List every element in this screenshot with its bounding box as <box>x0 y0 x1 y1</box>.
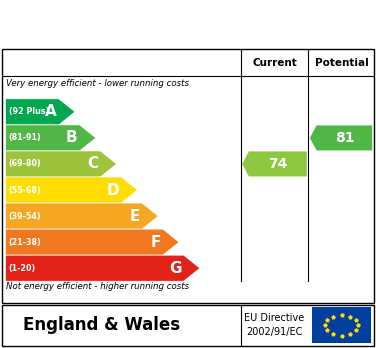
Text: G: G <box>169 261 182 276</box>
Polygon shape <box>310 125 372 150</box>
Polygon shape <box>6 177 138 203</box>
Text: 81: 81 <box>335 131 355 145</box>
Polygon shape <box>6 99 75 125</box>
Text: (55-68): (55-68) <box>9 185 41 195</box>
Polygon shape <box>6 125 96 151</box>
Text: D: D <box>107 182 119 198</box>
Text: F: F <box>150 235 161 250</box>
Text: (81-91): (81-91) <box>9 133 41 142</box>
Polygon shape <box>6 255 200 281</box>
Bar <box>312 307 371 343</box>
Text: Energy Efficiency Rating: Energy Efficiency Rating <box>15 16 262 34</box>
Text: 74: 74 <box>268 157 288 171</box>
Polygon shape <box>6 151 117 177</box>
Text: Not energy efficient - higher running costs: Not energy efficient - higher running co… <box>6 282 189 291</box>
Text: E: E <box>130 208 140 223</box>
Text: England & Wales: England & Wales <box>23 316 180 334</box>
Polygon shape <box>6 203 158 229</box>
Text: (21-38): (21-38) <box>9 238 41 247</box>
Text: B: B <box>66 130 78 145</box>
Text: Very energy efficient - lower running costs: Very energy efficient - lower running co… <box>6 79 189 88</box>
Text: (92 Plus): (92 Plus) <box>9 107 49 116</box>
Text: EU Directive
2002/91/EC: EU Directive 2002/91/EC <box>244 314 305 337</box>
Text: Current: Current <box>252 58 297 68</box>
Polygon shape <box>242 151 307 176</box>
Text: (1-20): (1-20) <box>9 264 36 273</box>
Text: (69-80): (69-80) <box>9 159 41 168</box>
Text: Potential: Potential <box>315 58 369 68</box>
Text: (39-54): (39-54) <box>9 212 41 221</box>
Polygon shape <box>6 229 179 255</box>
Text: C: C <box>87 157 99 172</box>
Text: A: A <box>45 104 57 119</box>
